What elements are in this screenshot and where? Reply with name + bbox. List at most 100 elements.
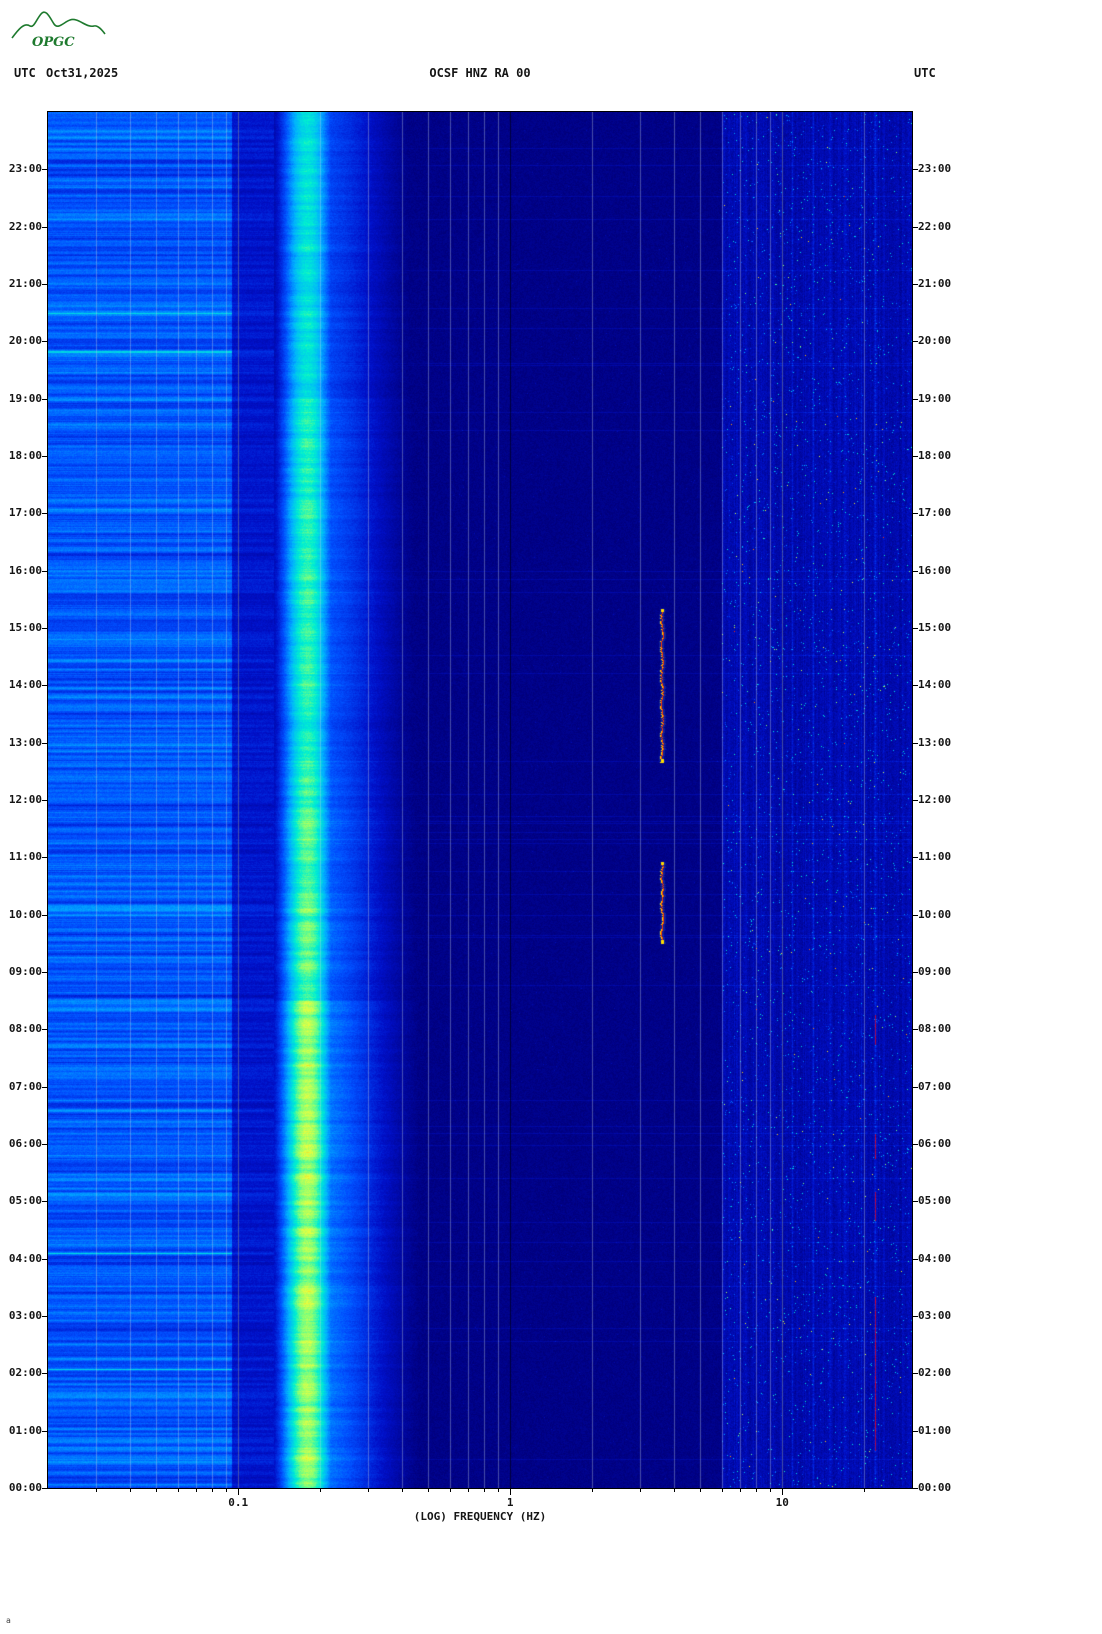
freq-tick-minor: [755, 1488, 757, 1492]
hour-tick-right: [912, 1373, 918, 1375]
time-label-right: 21:00: [918, 277, 952, 290]
time-label-right: 05:00: [918, 1194, 952, 1208]
time-label-left: 21:00: [8, 277, 42, 290]
hour-tick-right: [912, 513, 918, 515]
freq-tick-minor: [156, 1488, 158, 1492]
hour-tick-left: [42, 513, 48, 515]
time-label-right: 06:00: [918, 1137, 952, 1150]
freq-tick-major: [510, 1488, 512, 1495]
freq-tick-major: [238, 1488, 240, 1495]
hour-tick-right: [912, 1029, 918, 1031]
time-label-right: 01:00: [918, 1423, 952, 1437]
utc-label-left: UTC: [14, 66, 36, 80]
hour-tick-left: [42, 742, 48, 744]
freq-tick-minor: [639, 1488, 641, 1492]
hour-tick-right: [912, 1316, 918, 1317]
freq-tick-label: 0.1: [228, 1496, 249, 1509]
time-label-left: 06:00: [8, 1137, 42, 1150]
hour-tick-right: [912, 1488, 918, 1489]
x-axis-title: (LOG) FREQUENCY (HZ): [413, 1510, 547, 1523]
spectrogram-canvas: [48, 112, 912, 1488]
time-label-right: 13:00: [918, 735, 952, 749]
freq-tick-minor: [497, 1488, 499, 1492]
time-label-left: 23:00: [8, 162, 42, 176]
time-label-right: 15:00: [918, 621, 952, 634]
hour-tick-right: [912, 284, 918, 285]
time-label-left: 20:00: [8, 334, 42, 348]
hour-tick-left: [42, 341, 48, 343]
time-label-right: 20:00: [918, 334, 952, 348]
hour-tick-left: [42, 800, 48, 801]
time-label-right: 03:00: [918, 1309, 952, 1322]
hour-tick-right: [912, 1430, 918, 1432]
hour-tick-left: [42, 1258, 48, 1260]
hour-tick-left: [42, 1029, 48, 1031]
time-label-left: 13:00: [8, 735, 42, 749]
time-label-left: 14:00: [8, 678, 42, 692]
time-label-left: 18:00: [8, 449, 42, 462]
freq-tick-minor: [211, 1488, 213, 1492]
opgc-logo: OPGC: [11, 11, 106, 50]
logo-text: OPGC: [32, 35, 75, 50]
time-label-left: 15:00: [8, 621, 42, 634]
time-label-left: 19:00: [8, 391, 42, 405]
hour-tick-left: [42, 398, 48, 400]
corner-mark: a: [6, 1616, 11, 1625]
freq-tick-minor: [428, 1488, 430, 1492]
hour-tick-right: [912, 914, 918, 916]
freq-tick-minor: [129, 1488, 131, 1492]
time-label-left: 03:00: [8, 1309, 42, 1322]
time-label-right: 18:00: [918, 449, 952, 462]
time-label-right: 07:00: [918, 1079, 952, 1093]
time-label-right: 11:00: [918, 850, 952, 864]
freq-tick-minor: [864, 1488, 866, 1492]
time-label-left: 11:00: [8, 850, 42, 864]
time-label-left: 05:00: [8, 1194, 42, 1208]
time-label-left: 16:00: [8, 563, 42, 577]
hour-tick-right: [912, 1144, 918, 1145]
time-label-right: 02:00: [918, 1366, 952, 1380]
freq-tick-minor: [177, 1488, 179, 1492]
hour-tick-left: [42, 570, 48, 572]
hour-tick-right: [912, 456, 918, 457]
hour-tick-left: [42, 857, 48, 859]
time-label-right: 00:00: [918, 1481, 952, 1494]
time-label-right: 19:00: [918, 391, 952, 405]
hour-tick-right: [912, 341, 918, 343]
hour-tick-right: [912, 742, 918, 744]
hour-tick-left: [42, 914, 48, 916]
freq-tick-minor: [468, 1488, 470, 1492]
hour-tick-left: [42, 685, 48, 687]
freq-tick-minor: [673, 1488, 675, 1492]
hour-tick-left: [42, 972, 48, 973]
time-label-right: 10:00: [918, 907, 952, 921]
time-label-right: 16:00: [918, 563, 952, 577]
hour-tick-left: [42, 1430, 48, 1432]
hour-tick-right: [912, 685, 918, 687]
time-label-left: 22:00: [8, 219, 42, 233]
time-label-left: 12:00: [8, 793, 42, 806]
hour-tick-left: [42, 1488, 48, 1489]
time-label-right: 14:00: [918, 678, 952, 692]
logo-mountain-icon: [11, 11, 106, 39]
freq-tick-minor: [769, 1488, 771, 1492]
hour-tick-right: [912, 1086, 918, 1088]
time-label-right: 17:00: [918, 506, 952, 520]
freq-tick-minor: [95, 1488, 97, 1492]
freq-tick-minor: [740, 1488, 742, 1492]
hour-tick-right: [912, 570, 918, 572]
time-label-right: 04:00: [918, 1251, 952, 1265]
hour-tick-right: [912, 1201, 918, 1203]
hour-tick-left: [42, 284, 48, 285]
freq-tick-label: 1: [506, 1496, 514, 1509]
freq-tick-minor: [721, 1488, 723, 1492]
freq-tick-minor: [401, 1488, 403, 1492]
hour-tick-left: [42, 456, 48, 457]
time-label-right: 23:00: [918, 162, 952, 176]
station-title: OCSF HNZ RA 00: [429, 66, 531, 80]
time-label-left: 08:00: [8, 1022, 42, 1036]
time-label-right: 22:00: [918, 219, 952, 233]
freq-tick-minor: [700, 1488, 702, 1492]
hour-tick-right: [912, 169, 918, 171]
time-label-left: 04:00: [8, 1251, 42, 1265]
